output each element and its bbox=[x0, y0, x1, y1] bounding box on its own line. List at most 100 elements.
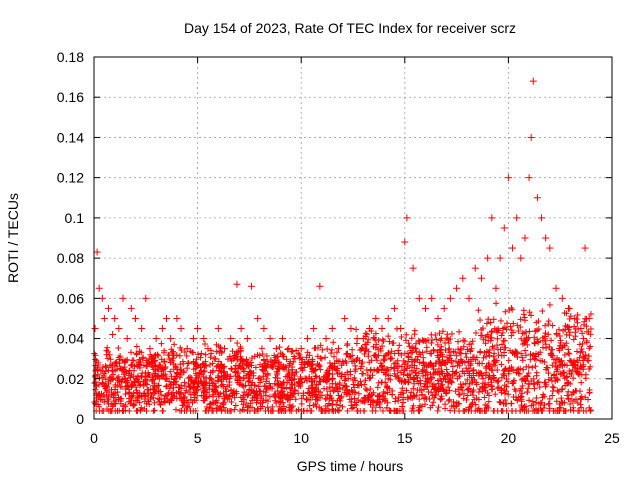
data-point bbox=[115, 325, 123, 332]
data-point-fill bbox=[217, 344, 224, 351]
data-point-fill bbox=[128, 394, 135, 401]
data-point-fill bbox=[172, 406, 179, 413]
data-point-fill bbox=[200, 373, 207, 380]
data-point-fill bbox=[189, 349, 196, 356]
data-point-fill bbox=[405, 340, 412, 347]
data-point-fill bbox=[166, 385, 173, 392]
data-point-fill bbox=[298, 400, 305, 407]
data-point-fill bbox=[227, 373, 234, 380]
data-point-fill bbox=[167, 359, 174, 366]
data-point-fill bbox=[562, 322, 569, 329]
data-point-fill bbox=[490, 316, 497, 323]
data-point-fill bbox=[341, 377, 348, 384]
data-point-fill bbox=[576, 341, 583, 348]
data-point bbox=[465, 294, 473, 302]
data-point-fill bbox=[545, 400, 552, 407]
data-point-fill bbox=[186, 383, 193, 390]
data-point-fill bbox=[577, 401, 584, 408]
data-point bbox=[401, 238, 409, 246]
data-point-fill bbox=[546, 301, 553, 308]
data-point-fill bbox=[389, 391, 396, 398]
data-point-fill bbox=[463, 396, 470, 403]
data-point-fill bbox=[293, 407, 300, 414]
data-point-fill bbox=[206, 382, 213, 389]
data-point-fill bbox=[277, 399, 284, 406]
data-point-fill bbox=[194, 383, 201, 390]
data-point-fill bbox=[583, 339, 590, 346]
data-point bbox=[422, 304, 430, 312]
data-point-fill bbox=[465, 358, 472, 365]
data-point-fill bbox=[464, 386, 471, 393]
data-point-fill bbox=[353, 402, 360, 409]
data-point-fill bbox=[549, 322, 556, 329]
data-point-fill bbox=[246, 387, 253, 394]
data-point-fill bbox=[445, 357, 452, 364]
data-point-fill bbox=[435, 404, 442, 411]
data-point-fill bbox=[434, 377, 441, 384]
data-point-fill bbox=[398, 352, 405, 359]
data-point-fill bbox=[569, 359, 576, 366]
data-point-fill bbox=[494, 378, 501, 385]
data-point-fill bbox=[176, 407, 183, 414]
data-point-fill bbox=[99, 364, 106, 371]
data-point-fill bbox=[238, 381, 245, 388]
data-point-fill bbox=[241, 389, 248, 396]
data-point-fill bbox=[401, 367, 408, 374]
data-point-fill bbox=[226, 382, 233, 389]
data-point-fill bbox=[399, 385, 406, 392]
data-point-fill bbox=[114, 382, 121, 389]
data-point-fill bbox=[124, 382, 131, 389]
data-point-fill bbox=[142, 369, 149, 376]
y-tick-label: 0.12 bbox=[57, 170, 84, 186]
data-point-fill bbox=[532, 356, 539, 363]
data-point-fill bbox=[497, 317, 504, 324]
x-tick-label: 20 bbox=[501, 430, 517, 446]
data-point-fill bbox=[117, 353, 124, 360]
data-point-fill bbox=[493, 300, 500, 307]
data-point bbox=[585, 314, 593, 322]
data-point bbox=[328, 325, 336, 332]
data-point-fill bbox=[561, 351, 568, 358]
data-point-fill bbox=[578, 393, 585, 400]
data-point-fill bbox=[366, 375, 373, 382]
data-point-fill bbox=[522, 352, 529, 359]
data-point-fill bbox=[363, 331, 370, 338]
data-point-fill bbox=[330, 407, 337, 414]
data-point-fill bbox=[509, 407, 516, 414]
data-point-fill bbox=[407, 347, 414, 354]
data-point bbox=[100, 314, 108, 322]
data-point-fill bbox=[408, 407, 415, 414]
data-point-fill bbox=[333, 357, 340, 364]
data-point-fill bbox=[549, 362, 556, 369]
y-tick-label: 0.1 bbox=[65, 210, 85, 226]
data-point-fill bbox=[500, 337, 507, 344]
data-point-fill bbox=[388, 348, 395, 355]
data-point-fill bbox=[357, 365, 364, 372]
data-point-fill bbox=[501, 372, 508, 379]
data-point-fill bbox=[170, 361, 177, 368]
data-point-fill bbox=[374, 384, 381, 391]
data-point-fill bbox=[408, 367, 415, 374]
data-point-fill bbox=[477, 349, 484, 356]
data-point-fill bbox=[162, 363, 169, 370]
data-point-fill bbox=[574, 319, 581, 326]
data-point-fill bbox=[268, 363, 275, 370]
data-point-fill bbox=[533, 319, 540, 326]
data-point-fill bbox=[565, 379, 572, 386]
data-point-fill bbox=[126, 389, 133, 396]
data-point-fill bbox=[201, 382, 208, 389]
data-point-fill bbox=[349, 346, 356, 353]
data-point-fill bbox=[456, 328, 463, 335]
data-point bbox=[552, 284, 560, 292]
data-point-fill bbox=[565, 350, 572, 357]
data-point-fill bbox=[334, 365, 341, 372]
data-point bbox=[227, 335, 235, 343]
data-point-fill bbox=[469, 399, 476, 406]
data-point bbox=[558, 294, 566, 302]
data-point-fill bbox=[456, 349, 463, 356]
data-point-fill bbox=[382, 397, 388, 404]
data-point-fill bbox=[275, 353, 282, 360]
data-point-fill bbox=[138, 404, 145, 411]
data-point-fill bbox=[505, 357, 512, 364]
data-point-fill bbox=[548, 377, 555, 384]
